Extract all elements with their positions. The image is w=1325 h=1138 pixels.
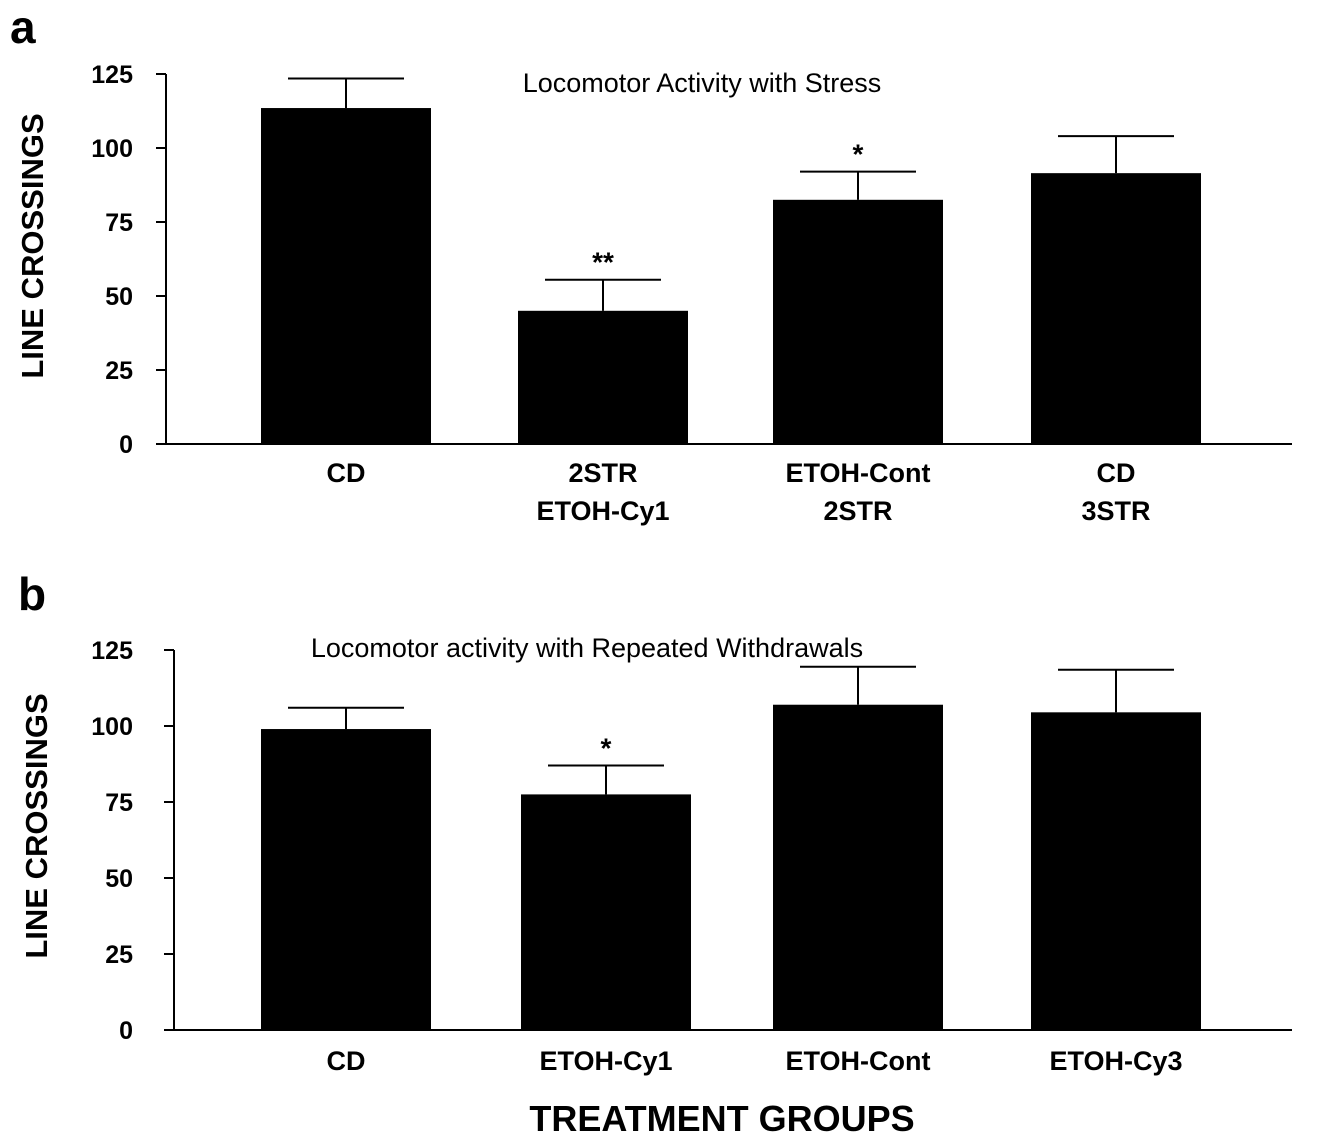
panel-b-bar bbox=[773, 704, 943, 1030]
panel-b-y-tick-label: 75 bbox=[105, 789, 133, 817]
panel-b-category-label: ETOH-Cy1 bbox=[539, 1046, 672, 1076]
panel-a-y-tick-label: 25 bbox=[105, 357, 133, 385]
panel-a-y-tick-label: 100 bbox=[91, 135, 133, 163]
panel-a-bar bbox=[518, 310, 688, 444]
panel-a-category-label: ETOH-Cont bbox=[786, 458, 931, 488]
panel-a-letter: a bbox=[10, 1, 36, 53]
overall-x-axis-title: TREATMENT GROUPS bbox=[529, 1098, 914, 1138]
panel-a-chart-title: Locomotor Activity with Stress bbox=[523, 68, 882, 98]
panel-a-y-tick-label: 50 bbox=[105, 283, 133, 311]
panel-a-y-tick-label: 125 bbox=[91, 61, 133, 89]
panel-a-category-label: 2STR bbox=[568, 458, 637, 488]
panel-b-significance-label: * bbox=[601, 733, 612, 764]
panel-a-category-label: ETOH-Cy1 bbox=[536, 496, 669, 526]
panel-a-category-label: CD bbox=[327, 458, 366, 488]
panel-a-bar bbox=[773, 199, 943, 444]
panel-a-bar bbox=[261, 108, 431, 444]
panel-a-significance-label: ** bbox=[592, 247, 614, 278]
panel-b-bar bbox=[521, 794, 691, 1030]
panel-a-y-tick-label: 0 bbox=[119, 431, 133, 459]
panel-b-y-axis-title: LINE CROSSINGS bbox=[19, 693, 54, 958]
panel-b-y-tick-label: 125 bbox=[91, 637, 133, 665]
panel-b-category-label: ETOH-Cy3 bbox=[1049, 1046, 1182, 1076]
panel-b-y-tick-label: 50 bbox=[105, 865, 133, 893]
panel-b-y-tick-label: 100 bbox=[91, 713, 133, 741]
panel-b-bar bbox=[1031, 712, 1201, 1030]
panel-a-y-tick-label: 75 bbox=[105, 209, 133, 237]
panel-b-y-tick-label: 25 bbox=[105, 941, 133, 969]
panel-b-y-tick-label: 0 bbox=[119, 1017, 133, 1045]
panel-a-category-label: CD bbox=[1097, 458, 1136, 488]
panel-a-y-axis-title: LINE CROSSINGS bbox=[15, 113, 50, 378]
panel-a-bar bbox=[1031, 173, 1201, 444]
panel-b-category-label: CD bbox=[327, 1046, 366, 1076]
panel-a-significance-label: * bbox=[853, 139, 864, 170]
panel-b-bar bbox=[261, 729, 431, 1030]
panel-a-category-label: 3STR bbox=[1081, 496, 1150, 526]
panel-a-category-label: 2STR bbox=[823, 496, 892, 526]
panel-b-chart-title: Locomotor activity with Repeated Withdra… bbox=[311, 633, 863, 663]
panel-b-letter: b bbox=[18, 568, 46, 620]
panel-b-category-label: ETOH-Cont bbox=[786, 1046, 931, 1076]
